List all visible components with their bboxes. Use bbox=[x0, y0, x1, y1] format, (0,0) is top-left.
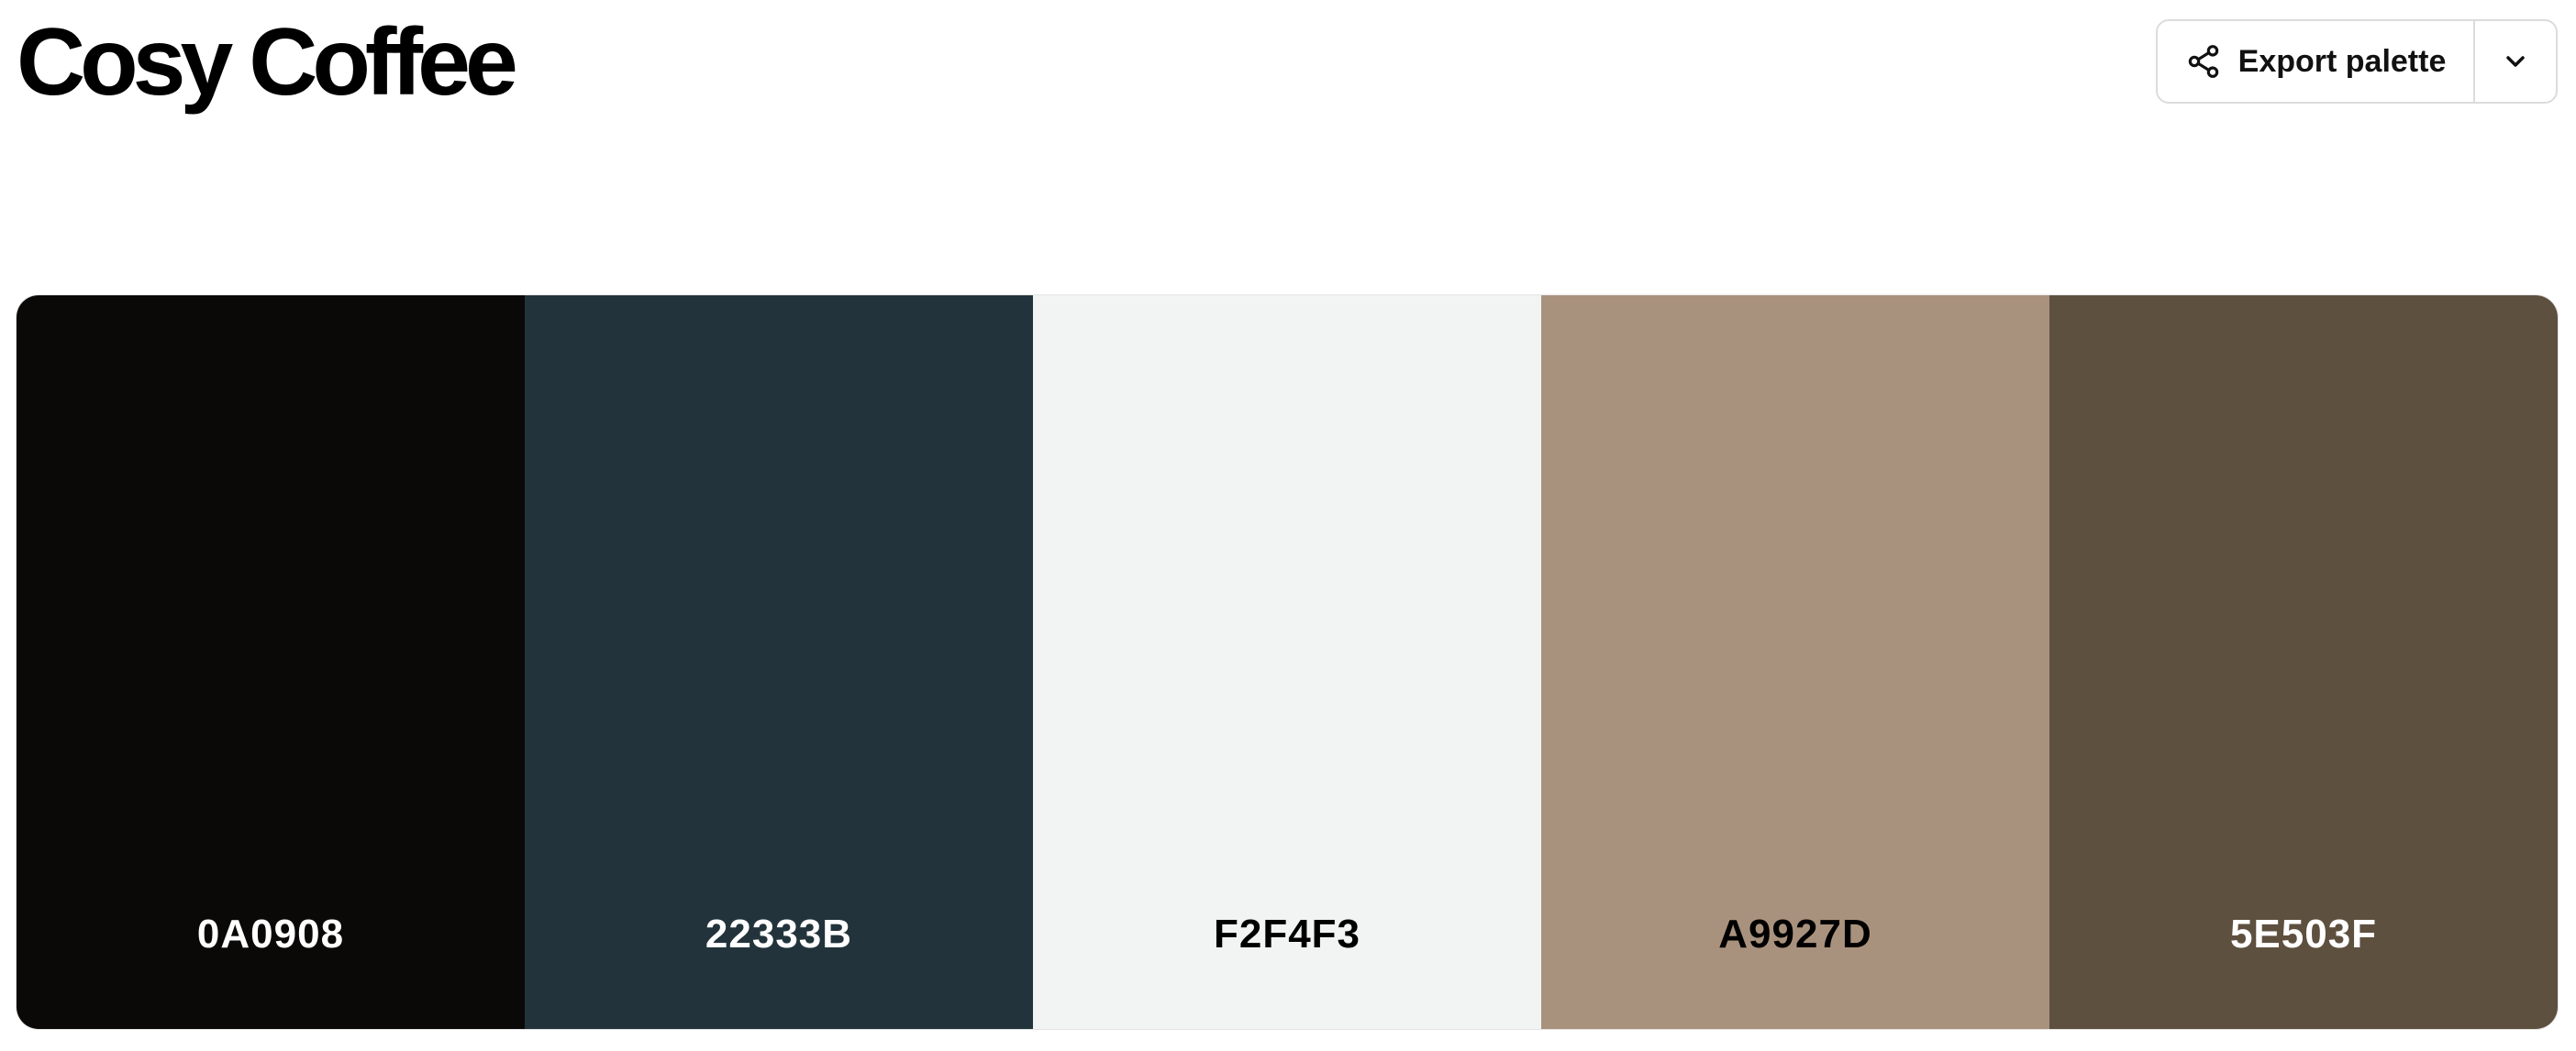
export-palette-button[interactable]: Export palette bbox=[2158, 21, 2475, 102]
swatch-hex-code[interactable]: 5E503F bbox=[2229, 912, 2378, 957]
color-swatch[interactable]: A9927D bbox=[1541, 295, 2049, 1029]
swatch-hex-code[interactable]: A9927D bbox=[1718, 912, 1872, 957]
swatch-hex-code[interactable]: F2F4F3 bbox=[1213, 912, 1361, 957]
color-swatch[interactable]: F2F4F3 bbox=[1033, 295, 1541, 1029]
palette-title: Cosy Coffee bbox=[17, 9, 518, 116]
color-swatch[interactable]: 0A0908 bbox=[17, 295, 525, 1029]
export-palette-label: Export palette bbox=[2237, 43, 2447, 79]
swatch-hex-code[interactable]: 22333B bbox=[705, 912, 853, 957]
color-palette: 0A0908 22333B F2F4F3 A9927D 5E503F bbox=[17, 295, 2558, 1029]
color-swatch[interactable]: 22333B bbox=[525, 295, 1033, 1029]
color-swatch[interactable]: 5E503F bbox=[2049, 295, 2558, 1029]
export-options-dropdown-button[interactable] bbox=[2475, 21, 2556, 102]
export-button-group: Export palette bbox=[2156, 19, 2558, 104]
chevron-down-icon bbox=[2501, 47, 2530, 76]
swatch-hex-code[interactable]: 0A0908 bbox=[196, 912, 345, 957]
share-icon bbox=[2185, 43, 2222, 80]
